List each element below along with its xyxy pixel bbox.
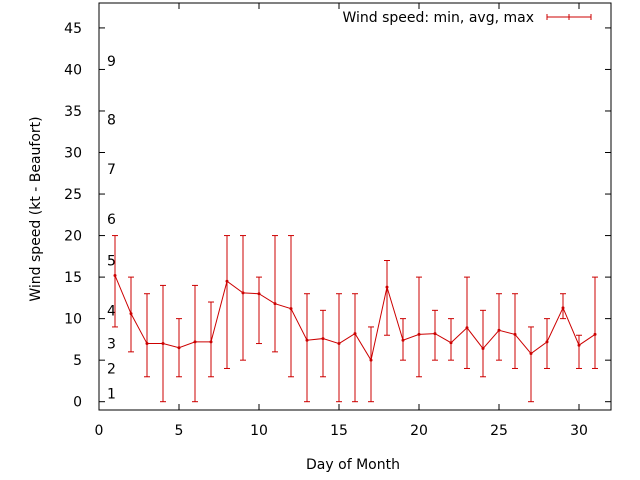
y-tick-label: 35 [64, 104, 82, 120]
average-point [465, 326, 469, 330]
legend: Wind speed: min, avg, max [342, 10, 592, 26]
x-tick-label: 5 [175, 423, 184, 439]
average-point [353, 332, 357, 336]
average-point [369, 358, 373, 362]
average-point [385, 285, 389, 289]
plot-frame [98, 2, 612, 411]
average-point [577, 343, 581, 347]
average-point [209, 340, 213, 344]
average-point [513, 332, 517, 336]
average-point [449, 341, 453, 345]
x-tick-label: 10 [250, 423, 268, 439]
x-tick-label: 0 [95, 423, 104, 439]
average-point [225, 279, 229, 283]
average-point [529, 352, 533, 356]
average-point [337, 342, 341, 346]
y-tick-label: 45 [64, 21, 82, 37]
average-point [417, 332, 421, 336]
beaufort-number-label: 3 [107, 337, 116, 353]
x-axis-title: Day of Month [306, 457, 400, 473]
average-point [129, 312, 133, 316]
x-tick-label: 15 [330, 423, 348, 439]
y-tick-label: 10 [64, 312, 82, 328]
average-point [545, 340, 549, 344]
y-tick-label: 30 [64, 146, 82, 162]
average-point [257, 292, 261, 296]
beaufort-number-label: 6 [107, 212, 116, 228]
y-axis-title: Wind speed (kt - Beaufort) [28, 116, 44, 301]
y-tick-label: 20 [64, 229, 82, 245]
beaufort-number-label: 5 [107, 253, 116, 269]
average-point [289, 307, 293, 311]
average-point [113, 273, 117, 277]
average-point [497, 328, 501, 332]
y-tick-label: 40 [64, 62, 82, 78]
beaufort-number-label: 4 [107, 303, 116, 319]
average-point [561, 306, 565, 310]
series-layer [112, 235, 598, 403]
average-point [241, 291, 245, 295]
y-tick-label: 0 [73, 395, 82, 411]
y-tick-label: 15 [64, 270, 82, 286]
average-point [593, 332, 597, 336]
average-point [161, 342, 165, 346]
beaufort-number-label: 8 [107, 112, 116, 128]
beaufort-number-label: 7 [107, 162, 116, 178]
average-point [401, 338, 405, 342]
average-point [481, 347, 485, 351]
legend-label: Wind speed: min, avg, max [342, 10, 534, 26]
beaufort-labels: 1 2 3 4 5 6 7 8 9 [107, 54, 116, 402]
average-point [305, 338, 309, 342]
beaufort-number-label: 1 [107, 386, 116, 402]
beaufort-number-label: 9 [107, 54, 116, 70]
average-point [321, 337, 325, 341]
beaufort-number-label: 2 [107, 361, 116, 377]
average-point [433, 332, 437, 336]
x-tick-label: 25 [490, 423, 508, 439]
x-tick-label: 20 [410, 423, 428, 439]
y-tick-label: 5 [73, 353, 82, 369]
y-tick-label: 25 [64, 187, 82, 203]
average-point [193, 340, 197, 344]
x-tick-label: 30 [570, 423, 588, 439]
average-point [177, 346, 181, 350]
average-point [273, 302, 277, 306]
average-point [145, 342, 149, 346]
